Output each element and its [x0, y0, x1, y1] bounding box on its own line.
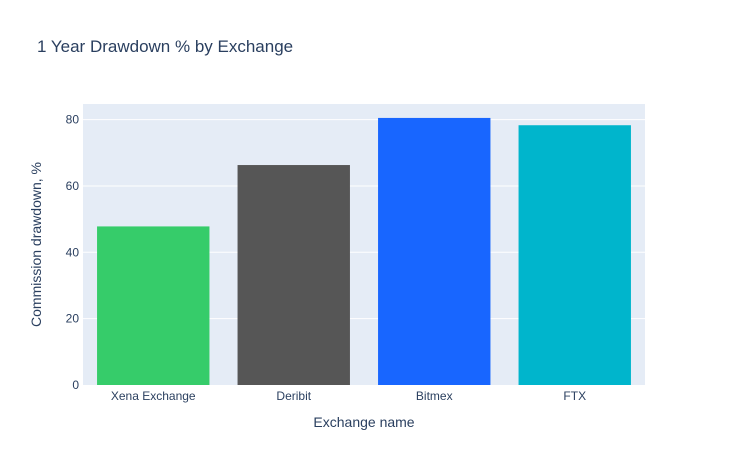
y-axis-title: Commission drawdown, %: [28, 162, 44, 327]
bar-xena-exchange[interactable]: [97, 226, 210, 385]
bars: [97, 117, 631, 386]
bar-ftx[interactable]: [518, 125, 631, 386]
x-tick-label: FTX: [563, 389, 586, 403]
chart-title: 1 Year Drawdown % by Exchange: [37, 37, 293, 56]
bar-deribit[interactable]: [237, 165, 350, 385]
y-tick-label: 60: [66, 179, 80, 193]
y-tick-label: 20: [66, 312, 80, 326]
y-axis-ticks: 0 20 40 60 80: [66, 113, 80, 392]
bar-bitmex[interactable]: [378, 117, 491, 385]
x-tick-label: Bitmex: [416, 389, 453, 403]
y-tick-label: 80: [66, 113, 80, 127]
y-tick-label: 40: [66, 245, 80, 259]
y-tick-label: 0: [72, 378, 79, 392]
x-tick-label: Xena Exchange: [111, 389, 196, 403]
x-axis-title: Exchange name: [313, 414, 414, 430]
x-axis-ticks: Xena Exchange Deribit Bitmex FTX: [111, 389, 586, 403]
x-tick-label: Deribit: [276, 389, 311, 403]
